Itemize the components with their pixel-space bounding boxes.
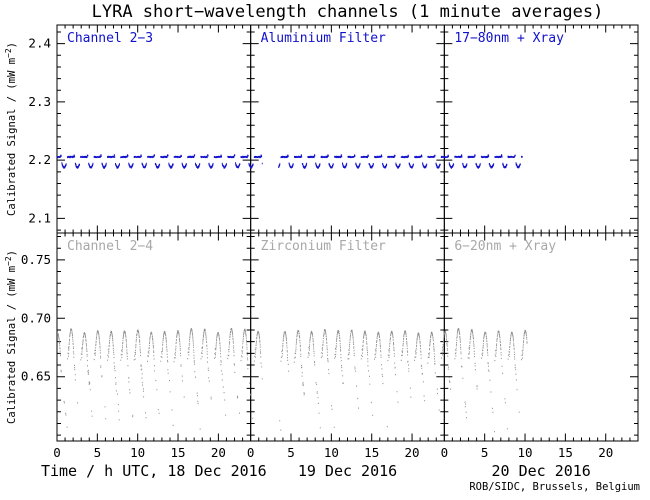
series-r0-day2	[444, 154, 523, 169]
x-tick-label: 0	[53, 445, 61, 460]
panel-box-r0-c0	[56, 24, 252, 234]
y-tick-label: 0.75	[21, 252, 51, 267]
x-tick-label: 20	[598, 445, 613, 460]
y-tick-label: 2.4	[28, 36, 51, 51]
x-tick-label: 5	[94, 445, 102, 460]
x-tick-label: 15	[558, 445, 573, 460]
y-tick-label: 2.3	[28, 94, 51, 109]
panel-box-r0-c1	[250, 24, 445, 234]
chart-title: LYRA short−wavelength channels (1 minute…	[91, 2, 604, 22]
x-tick-label: 5	[481, 445, 489, 460]
x-axis-title: 20 Dec 2016	[491, 462, 590, 480]
x-tick-label: 15	[364, 445, 379, 460]
y-tick-label: 2.1	[28, 210, 51, 225]
panel-box-r0-c2	[443, 24, 639, 234]
x-axis-title: Time / h UTC, 18 Dec 2016	[41, 462, 267, 480]
panel-label: 17−80nm + Xray	[454, 31, 564, 46]
series-r1-day0	[57, 328, 251, 430]
credit-text: ROB/SIDC, Brussels, Belgium	[469, 481, 640, 493]
panel-box-r1-c0	[56, 232, 252, 442]
x-axis-title: 19 Dec 2016	[298, 462, 397, 480]
x-tick-label: 0	[247, 445, 255, 460]
axis-ticks	[57, 25, 638, 441]
panel-label: 6−20nm + Xray	[454, 239, 556, 254]
y-axis-title: Calibrated Signal / (mW m−2)	[4, 250, 18, 424]
y-axis-title: Calibrated Signal / (mW m−2)	[4, 42, 18, 216]
series-r0-day1	[250, 154, 445, 169]
x-tick-label: 10	[130, 445, 145, 460]
panel-label: Channel 2−4	[67, 239, 153, 254]
panel-label: Zirconium Filter	[261, 239, 386, 254]
x-tick-label: 20	[211, 445, 226, 460]
series-r1-day2	[444, 328, 528, 433]
series-r1-day1	[252, 329, 446, 431]
y-tick-label: 0.70	[21, 310, 51, 325]
y-tick-label: 0.65	[21, 369, 51, 384]
y-tick-label: 2.2	[28, 152, 51, 167]
x-tick-label: 20	[405, 445, 420, 460]
x-tick-label: 10	[517, 445, 532, 460]
x-tick-label: 15	[171, 445, 186, 460]
x-tick-label: 5	[287, 445, 295, 460]
panel-label: Channel 2−3	[67, 31, 153, 46]
series-r0-day0	[57, 154, 252, 169]
panel-box-r1-c1	[250, 232, 445, 442]
x-tick-label: 0	[441, 445, 449, 460]
x-tick-label: 10	[324, 445, 339, 460]
panel-label: Aluminium Filter	[261, 31, 386, 46]
